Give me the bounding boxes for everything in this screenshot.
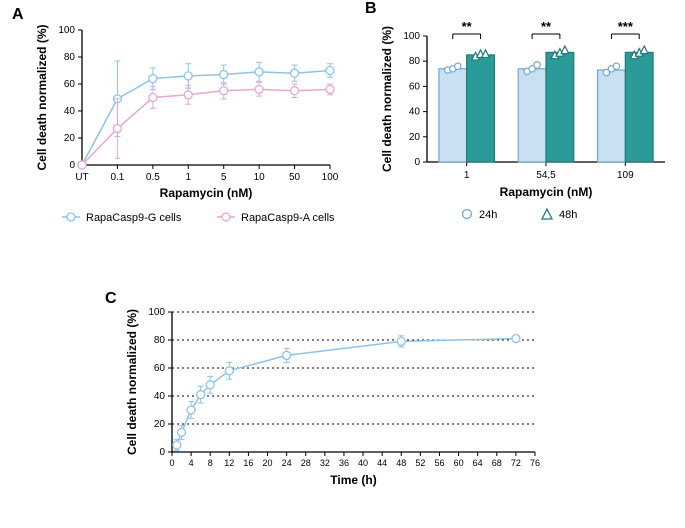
- svg-text:12: 12: [224, 458, 234, 468]
- svg-text:RapaCasp9-A cells: RapaCasp9-A cells: [241, 212, 335, 224]
- panel-c-label: C: [105, 290, 117, 308]
- svg-text:76: 76: [530, 458, 540, 468]
- svg-text:100: 100: [322, 172, 339, 183]
- svg-text:0: 0: [69, 160, 75, 171]
- svg-text:5: 5: [221, 172, 227, 183]
- svg-text:4: 4: [189, 458, 194, 468]
- svg-text:68: 68: [492, 458, 502, 468]
- svg-text:20: 20: [263, 458, 273, 468]
- svg-text:0.5: 0.5: [146, 172, 160, 183]
- svg-text:UT: UT: [75, 172, 88, 183]
- svg-text:RapaCasp9-G cells: RapaCasp9-G cells: [86, 212, 182, 224]
- svg-text:Rapamycin (nM): Rapamycin (nM): [500, 185, 593, 199]
- svg-text:32: 32: [320, 458, 330, 468]
- panel-a-chart: 0 20 40 60 80 100 UT 0.1 0.5 1 5 10 50 100 Rapamycin (…: [30, 20, 340, 235]
- svg-text:0.1: 0.1: [110, 172, 124, 183]
- svg-text:80: 80: [154, 335, 166, 346]
- svg-text:64: 64: [473, 458, 483, 468]
- svg-text:Time (h): Time (h): [330, 473, 376, 487]
- svg-text:0: 0: [159, 447, 165, 458]
- svg-text:Rapamycin (nM): Rapamycin (nM): [160, 186, 253, 200]
- svg-text:80: 80: [64, 52, 76, 63]
- svg-text:60: 60: [409, 81, 421, 92]
- svg-text:**: **: [462, 19, 473, 34]
- svg-text:60: 60: [454, 458, 464, 468]
- svg-text:100: 100: [58, 25, 75, 36]
- svg-text:1: 1: [186, 172, 192, 183]
- svg-text:52: 52: [415, 458, 425, 468]
- svg-text:80: 80: [409, 56, 421, 67]
- panel-c-chart: 0204060801000481216202428323640444852566…: [120, 300, 550, 500]
- svg-text:20: 20: [154, 419, 166, 430]
- svg-text:16: 16: [243, 458, 253, 468]
- svg-text:40: 40: [358, 458, 368, 468]
- svg-text:28: 28: [301, 458, 311, 468]
- svg-text:0: 0: [169, 458, 174, 468]
- svg-text:**: **: [541, 19, 552, 34]
- svg-text:44: 44: [377, 458, 387, 468]
- svg-text:48: 48: [396, 458, 406, 468]
- panel-a-label: A: [12, 6, 24, 24]
- svg-text:0: 0: [414, 157, 420, 168]
- svg-text:40: 40: [409, 107, 421, 118]
- svg-text:Cell death normalized (%): Cell death normalized (%): [125, 309, 139, 455]
- svg-text:50: 50: [289, 172, 301, 183]
- svg-text:***: ***: [618, 19, 634, 34]
- svg-text:20: 20: [409, 132, 421, 143]
- svg-text:60: 60: [154, 363, 166, 374]
- svg-text:72: 72: [511, 458, 521, 468]
- svg-text:40: 40: [64, 106, 76, 117]
- svg-text:40: 40: [154, 391, 166, 402]
- svg-text:8: 8: [208, 458, 213, 468]
- svg-text:20: 20: [64, 133, 76, 144]
- svg-text:109: 109: [617, 170, 634, 181]
- svg-text:Cell death normalized (%): Cell death normalized (%): [380, 26, 394, 172]
- svg-text:10: 10: [254, 172, 266, 183]
- svg-text:100: 100: [403, 31, 420, 42]
- svg-text:24h: 24h: [479, 209, 497, 221]
- svg-text:48h: 48h: [559, 209, 577, 221]
- panel-b-chart: 0 20 40 60 80 100 1 54,5 109 Rapamycin (nM) Cell d…: [375, 12, 675, 232]
- svg-text:1: 1: [464, 170, 470, 181]
- svg-text:36: 36: [339, 458, 349, 468]
- svg-text:60: 60: [64, 79, 76, 90]
- svg-text:54,5: 54,5: [536, 170, 556, 181]
- svg-text:100: 100: [148, 307, 165, 318]
- svg-text:56: 56: [434, 458, 444, 468]
- svg-text:24: 24: [282, 458, 292, 468]
- svg-text:Cell death normalized (%): Cell death normalized (%): [35, 24, 49, 170]
